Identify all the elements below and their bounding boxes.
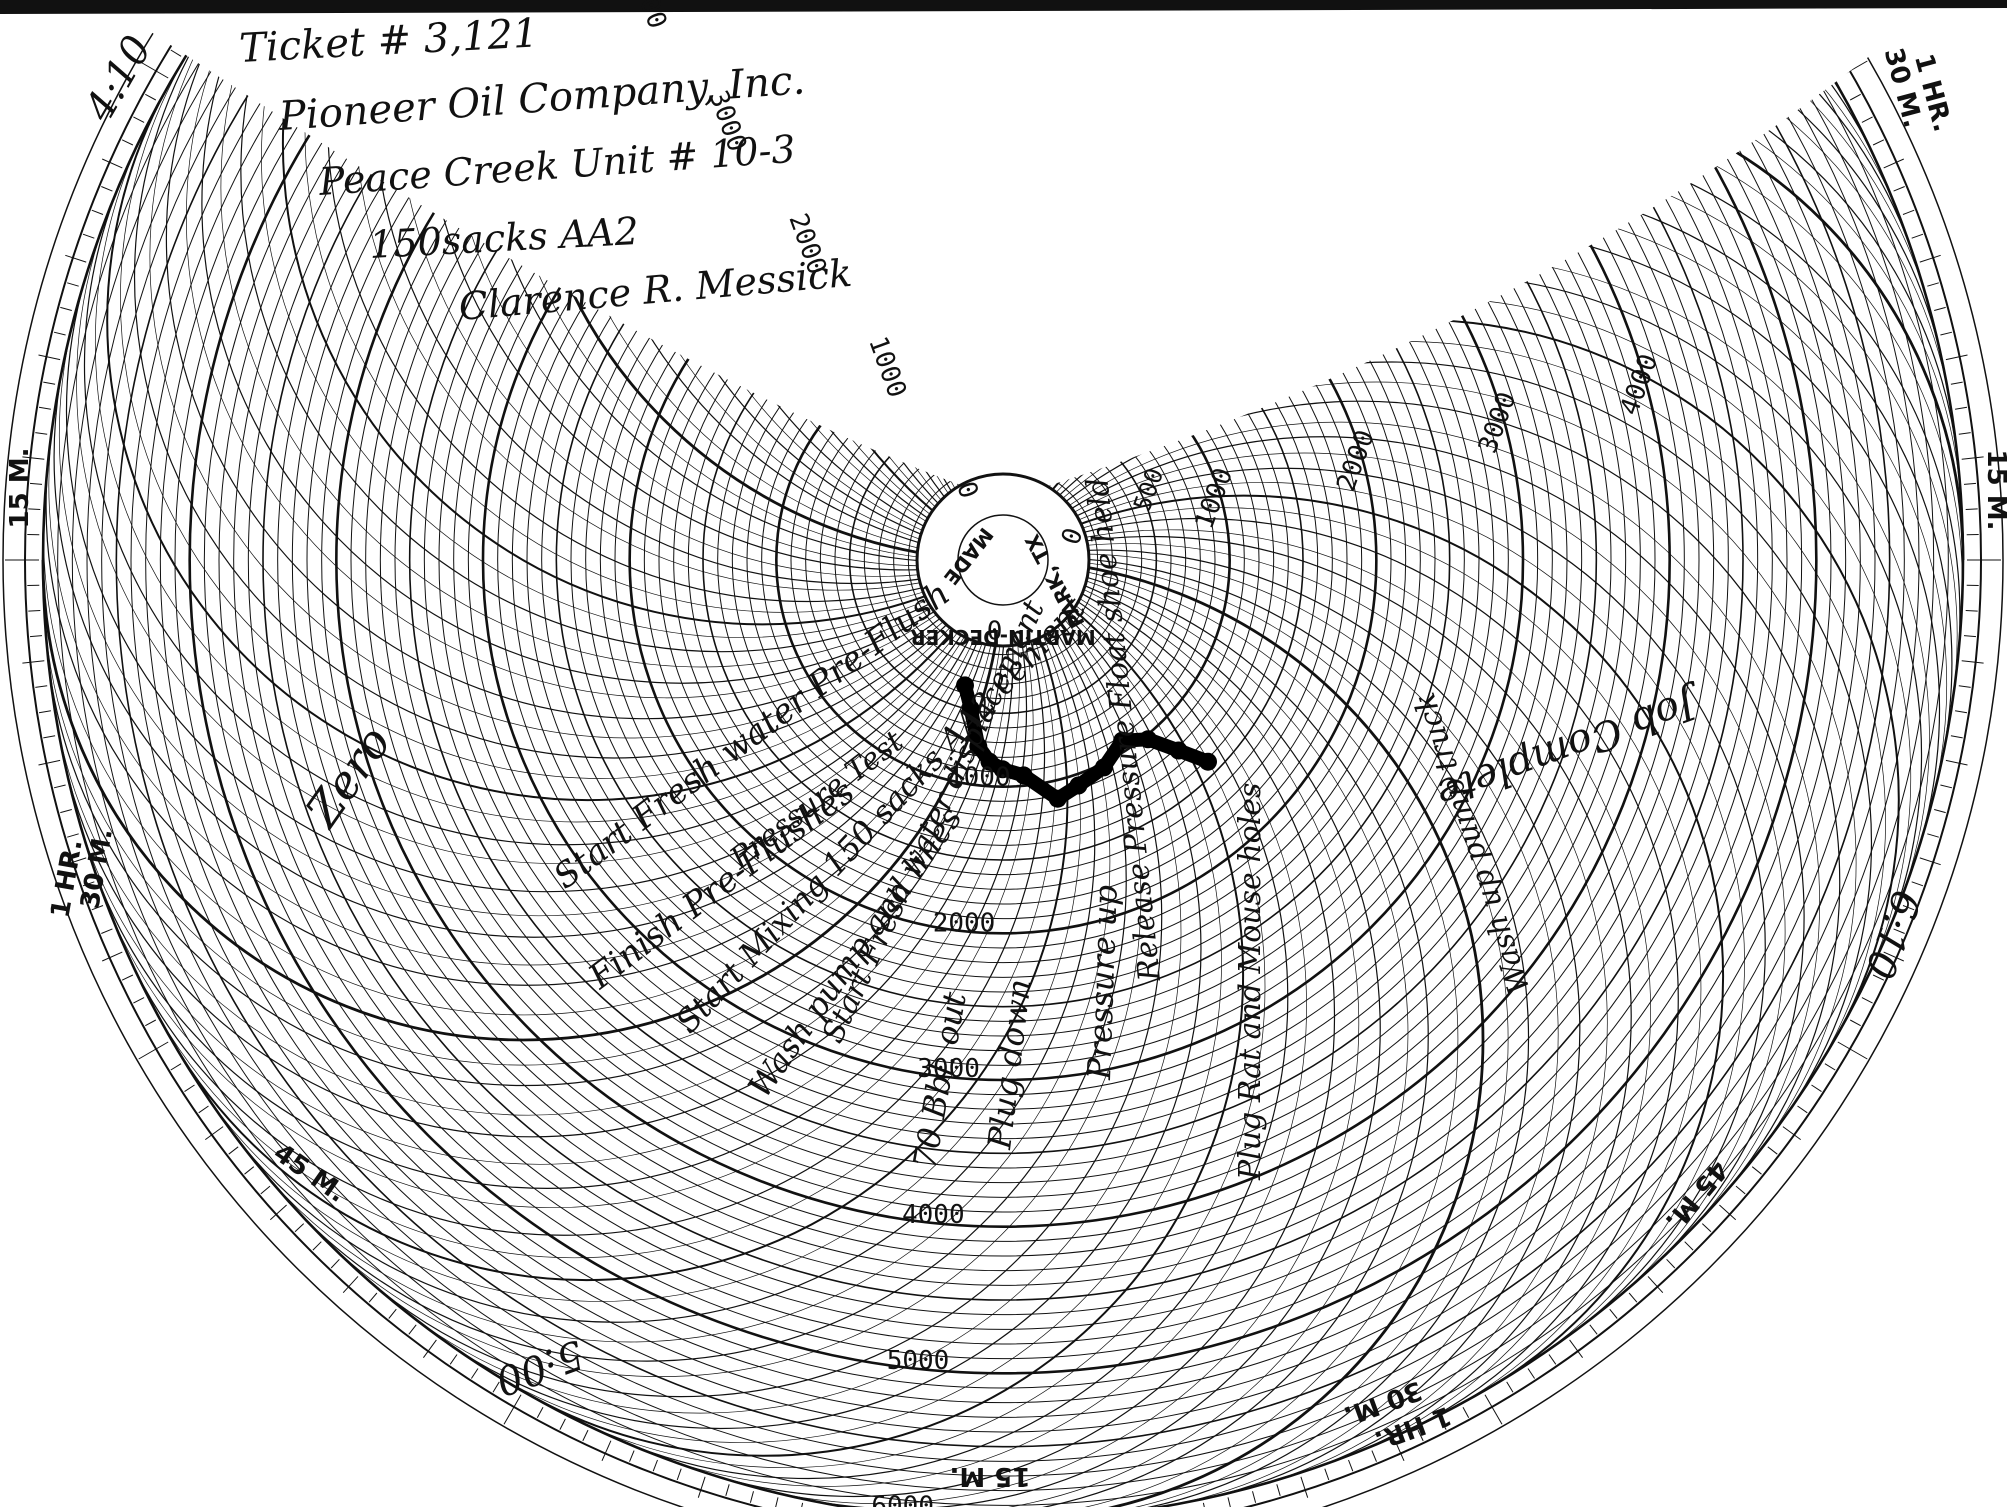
paper-top-edge: [0, 0, 2007, 14]
pressure-trace-point: [993, 760, 1012, 779]
pressure-trace-point: [956, 676, 974, 695]
pressure-trace-point: [1094, 758, 1113, 777]
left-pressure-tick-label: 1000: [862, 333, 912, 402]
well-name: Peace Creek Unit # 10-3: [317, 127, 797, 204]
center-pressure-tick-label: 6000: [871, 1492, 934, 1507]
time-label-right-15: 15 M.: [1981, 450, 2007, 531]
clock-mark-right: 6:10: [1855, 884, 1929, 984]
pressure-trace-point: [961, 700, 980, 718]
cement-amount: 150sacks AA2: [368, 209, 640, 267]
pressure-trace-point: [1113, 731, 1132, 750]
ticket-number: Ticket # 3,121: [238, 10, 539, 72]
pressure-trace: [956, 676, 1217, 808]
pressure-trace-point: [1169, 741, 1188, 760]
right-pressure-tick-label: 3000: [1473, 388, 1523, 457]
clock-mark-top-left: 4:10: [76, 28, 161, 130]
right-pressure-tick-label: 4000: [1615, 350, 1665, 419]
pressure-tick-labels: 0100020003000400050006000600050004000300…: [623, 0, 1665, 1507]
center-pressure-tick-label: 3000: [917, 1054, 980, 1084]
chart-grid: [2, 8, 2004, 1507]
center-pressure-tick-label: 4000: [902, 1200, 965, 1230]
pressure-trace-point: [980, 752, 999, 771]
hub-maker: MARTIN-DECKER: [910, 625, 1096, 649]
center-pressure-tick-label: 0: [987, 617, 1003, 647]
operator-name: Clarence R. Messick: [457, 251, 854, 329]
annotation-11: Plug Rat and Mouse holes: [1233, 783, 1268, 1181]
annotation-12: Wash up pump truck: [1407, 688, 1538, 998]
annotation-9: Pressure up: [1080, 884, 1125, 1081]
time-label-bottom-15: 15 M.: [950, 1461, 1031, 1491]
pressure-trace-point: [1139, 730, 1157, 749]
header-note: Ticket # 3,121 Pioneer Oil Company, Inc.…: [238, 10, 854, 329]
pressure-trace-point: [1069, 776, 1088, 795]
center-pressure-tick-label: 5000: [887, 1346, 950, 1376]
time-label-upper-left-15: 15 M.: [5, 448, 35, 529]
inner-right-tick-label: 500: [1128, 464, 1169, 514]
center-pressure-tick-label: 2000: [933, 908, 996, 938]
pressure-trace-point: [1014, 766, 1033, 785]
pressure-trace-point: [1048, 789, 1067, 808]
pressure-trace-point: [969, 737, 988, 756]
pressure-trace-point: [1199, 752, 1217, 771]
center-pressure-tick-label: 1000: [948, 762, 1011, 792]
